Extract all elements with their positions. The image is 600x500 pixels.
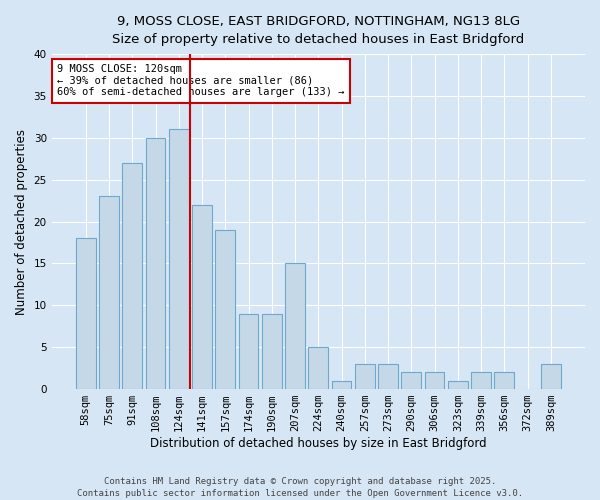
Y-axis label: Number of detached properties: Number of detached properties — [15, 128, 28, 314]
Bar — [285, 264, 305, 389]
Bar — [215, 230, 235, 389]
Title: 9, MOSS CLOSE, EAST BRIDGFORD, NOTTINGHAM, NG13 8LG
Size of property relative to: 9, MOSS CLOSE, EAST BRIDGFORD, NOTTINGHA… — [112, 15, 524, 46]
Bar — [378, 364, 398, 389]
Bar — [169, 130, 188, 389]
X-axis label: Distribution of detached houses by size in East Bridgford: Distribution of detached houses by size … — [150, 437, 487, 450]
Bar — [471, 372, 491, 389]
Bar — [494, 372, 514, 389]
Bar — [99, 196, 119, 389]
Text: 9 MOSS CLOSE: 120sqm
← 39% of detached houses are smaller (86)
60% of semi-detac: 9 MOSS CLOSE: 120sqm ← 39% of detached h… — [57, 64, 344, 98]
Bar — [239, 314, 259, 389]
Bar — [146, 138, 166, 389]
Bar — [332, 380, 352, 389]
Bar — [448, 380, 468, 389]
Bar — [122, 163, 142, 389]
Bar — [401, 372, 421, 389]
Bar — [308, 347, 328, 389]
Text: Contains HM Land Registry data © Crown copyright and database right 2025.
Contai: Contains HM Land Registry data © Crown c… — [77, 476, 523, 498]
Bar — [262, 314, 282, 389]
Bar — [76, 238, 95, 389]
Bar — [355, 364, 375, 389]
Bar — [541, 364, 561, 389]
Bar — [425, 372, 445, 389]
Bar — [192, 205, 212, 389]
